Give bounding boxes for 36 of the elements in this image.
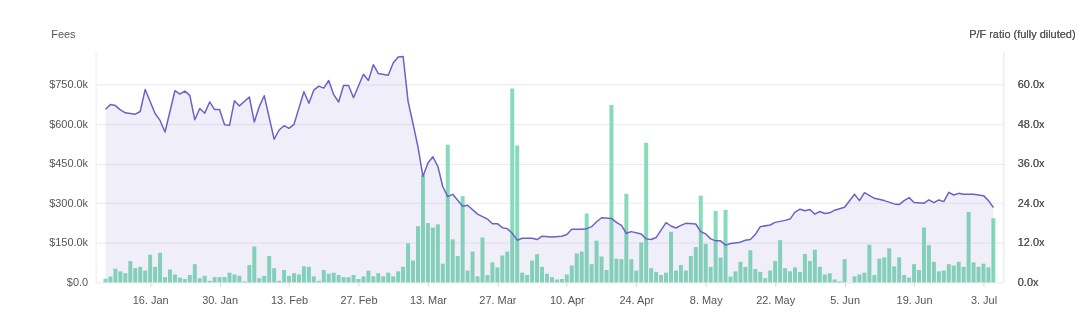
y-tick-label: $150.0k — [49, 236, 89, 249]
y-tick-label: $0.0 — [66, 275, 89, 288]
x-tick-label: 27. Mar — [479, 293, 517, 306]
y-tick-label: $450.0k — [49, 157, 89, 170]
y2-tick-label: 60.0x — [1017, 77, 1046, 90]
x-tick-label: 30. Jan — [202, 293, 239, 306]
x-tick-label: 27. Feb — [340, 293, 378, 306]
bar — [609, 105, 614, 283]
bar — [976, 266, 981, 283]
y-tick-label: $300.0k — [49, 196, 89, 209]
bar — [232, 274, 237, 283]
y-tick-label: $750.0k — [49, 77, 89, 90]
bar — [842, 259, 847, 283]
bar — [480, 237, 485, 283]
y2-axis-title: P/F ratio (fully diluted) — [969, 28, 1076, 41]
x-tick-label: 24. Apr — [619, 293, 655, 306]
x-tick-label: 19. Jun — [896, 293, 933, 306]
y2-tick-label: 48.0x — [1017, 117, 1046, 130]
bar — [351, 275, 356, 283]
y2-tick-label: 12.0x — [1017, 236, 1046, 249]
bar — [222, 277, 227, 283]
y2-tick-label: 0.0x — [1017, 275, 1039, 288]
bar — [857, 274, 862, 283]
x-tick-label: 5. Jun — [830, 293, 860, 306]
x-tick-label: 10. Apr — [549, 293, 585, 306]
x-tick-label: 8. May — [689, 293, 724, 306]
y-axis-title: Fees — [51, 28, 77, 41]
y-tick-label: $600.0k — [49, 117, 89, 130]
y2-tick-label: 36.0x — [1017, 157, 1046, 170]
x-tick-label: 16. Jan — [132, 293, 169, 306]
y2-tick-label: 24.0x — [1017, 196, 1046, 209]
x-tick-label: 13. Mar — [409, 293, 448, 306]
bar — [852, 276, 857, 283]
x-tick-label: 22. May — [756, 293, 796, 306]
x-tick-label: 13. Feb — [270, 293, 309, 306]
x-tick-label: 3. Jul — [970, 293, 998, 306]
